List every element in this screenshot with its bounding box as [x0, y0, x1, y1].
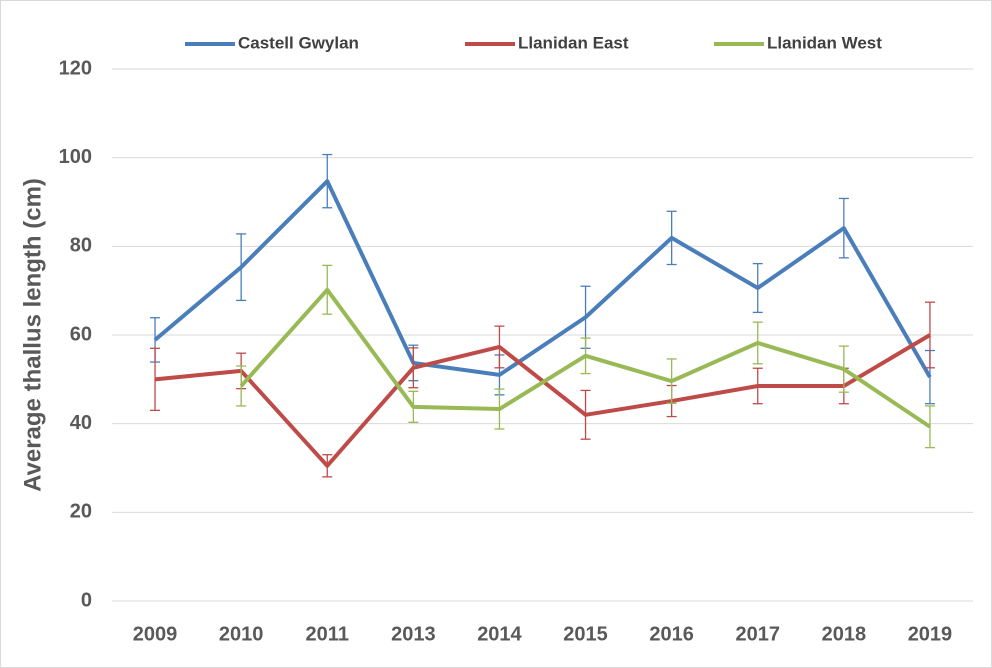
- y-tick-label: 20: [70, 501, 92, 523]
- x-tick-label: 2016: [649, 623, 694, 645]
- y-tick-label: 120: [59, 57, 92, 79]
- legend-label: Llanidan East: [518, 33, 629, 52]
- x-tick-label: 2017: [736, 623, 781, 645]
- y-tick-label: 80: [70, 235, 92, 257]
- y-tick-label: 40: [70, 412, 92, 434]
- x-tick-label: 2015: [563, 623, 608, 645]
- x-tick-label: 2014: [477, 623, 522, 645]
- y-tick-label: 60: [70, 323, 92, 345]
- legend-label: Castell Gwylan: [238, 33, 359, 52]
- x-tick-label: 2018: [822, 623, 867, 645]
- x-tick-label: 2019: [908, 623, 953, 645]
- y-tick-label: 0: [81, 589, 92, 611]
- y-tick-label: 100: [59, 146, 92, 168]
- x-tick-label: 2013: [391, 623, 436, 645]
- x-tick-label: 2011: [306, 623, 349, 645]
- series-line: [153, 179, 932, 379]
- x-tick-label: 2009: [133, 623, 178, 645]
- x-tick-label: 2010: [219, 623, 264, 645]
- legend-label: Llanidan West: [767, 33, 882, 52]
- y-axis-label: Average thallus length (cm): [19, 178, 46, 492]
